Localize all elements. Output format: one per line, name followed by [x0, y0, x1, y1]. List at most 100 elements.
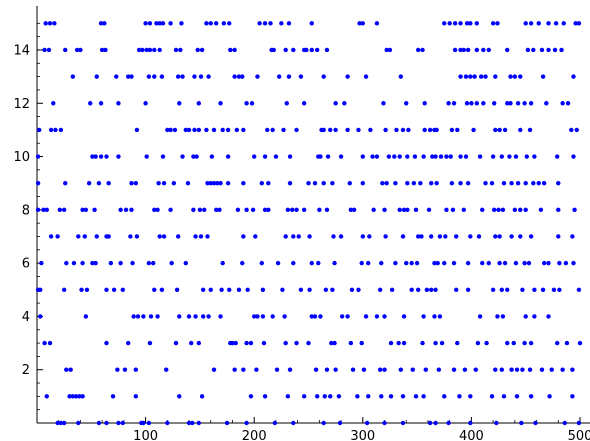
data-point [518, 234, 523, 239]
data-point [118, 207, 123, 213]
data-point [76, 234, 81, 239]
data-point [144, 154, 149, 159]
data-point [393, 260, 398, 266]
data-point [497, 260, 502, 266]
data-point [147, 340, 153, 346]
data-point [556, 234, 561, 239]
data-point [115, 367, 120, 372]
data-point [554, 154, 560, 159]
data-point [571, 154, 576, 159]
data-point [314, 47, 320, 53]
data-point [244, 101, 249, 106]
data-point [465, 260, 471, 266]
data-point [290, 207, 295, 213]
data-point [164, 367, 169, 372]
data-point [511, 340, 516, 346]
data-point [447, 21, 452, 26]
data-point [224, 420, 230, 426]
data-point [349, 287, 355, 292]
data-point [360, 234, 365, 239]
data-point [175, 234, 181, 239]
data-point [225, 127, 231, 133]
data-point [410, 367, 415, 372]
data-point [83, 207, 89, 213]
data-point [457, 394, 462, 399]
data-point [61, 420, 67, 426]
data-point [499, 154, 505, 159]
data-point [147, 47, 153, 53]
data-point [78, 47, 83, 53]
data-point [518, 127, 523, 133]
data-point [283, 234, 288, 239]
data-point [398, 367, 404, 372]
data-point [405, 154, 410, 159]
data-point [306, 340, 311, 346]
x-tick-label: 400 [459, 429, 484, 441]
data-point [80, 260, 85, 266]
data-point [232, 74, 237, 79]
data-point [287, 180, 293, 186]
data-point [143, 21, 148, 26]
data-point [306, 180, 311, 186]
data-point [522, 260, 527, 266]
data-point [248, 394, 254, 399]
data-point [313, 367, 319, 372]
data-point [436, 367, 442, 372]
data-point [519, 420, 524, 426]
data-point [356, 287, 361, 292]
data-point [225, 154, 231, 159]
data-point [271, 47, 276, 53]
data-point [96, 180, 102, 186]
data-point [405, 207, 410, 213]
data-point [546, 47, 551, 53]
data-point [155, 314, 160, 319]
data-point [500, 207, 506, 213]
data-point [557, 287, 562, 292]
data-point [528, 21, 534, 26]
data-point [270, 127, 275, 133]
data-point [140, 47, 145, 53]
data-point [64, 367, 69, 372]
data-point [41, 207, 46, 213]
data-point [493, 127, 498, 133]
data-point [143, 101, 148, 106]
data-point [333, 101, 338, 106]
minor-ticks [37, 22, 559, 423]
data-point [262, 154, 268, 159]
data-point [332, 340, 337, 346]
data-point [370, 154, 375, 159]
data-point [508, 74, 513, 79]
data-point [154, 21, 159, 26]
data-point [84, 287, 90, 292]
data-point [227, 287, 232, 292]
data-point [533, 420, 538, 426]
data-point [494, 420, 499, 426]
data-point [161, 234, 167, 239]
data-point [318, 314, 323, 319]
data-point [111, 287, 117, 292]
data-point [469, 101, 474, 106]
data-point [177, 394, 182, 399]
data-point [481, 101, 486, 106]
data-point [397, 207, 402, 213]
data-point [196, 420, 202, 426]
data-point [404, 260, 409, 266]
data-point [514, 394, 520, 399]
data-point [287, 154, 293, 159]
data-point [392, 154, 397, 159]
data-point [539, 47, 545, 53]
data-point [455, 127, 460, 133]
data-point [193, 234, 198, 239]
data-point [481, 47, 486, 53]
data-point [102, 21, 107, 26]
data-point [196, 127, 202, 133]
data-point [462, 367, 468, 372]
data-point [505, 340, 510, 346]
data-point [133, 367, 139, 372]
data-point [104, 154, 109, 159]
y-tick-label: 10 [13, 150, 30, 165]
data-point [464, 21, 470, 26]
data-point [474, 21, 480, 26]
x-tick-label: 300 [350, 429, 375, 441]
data-point [415, 47, 421, 53]
